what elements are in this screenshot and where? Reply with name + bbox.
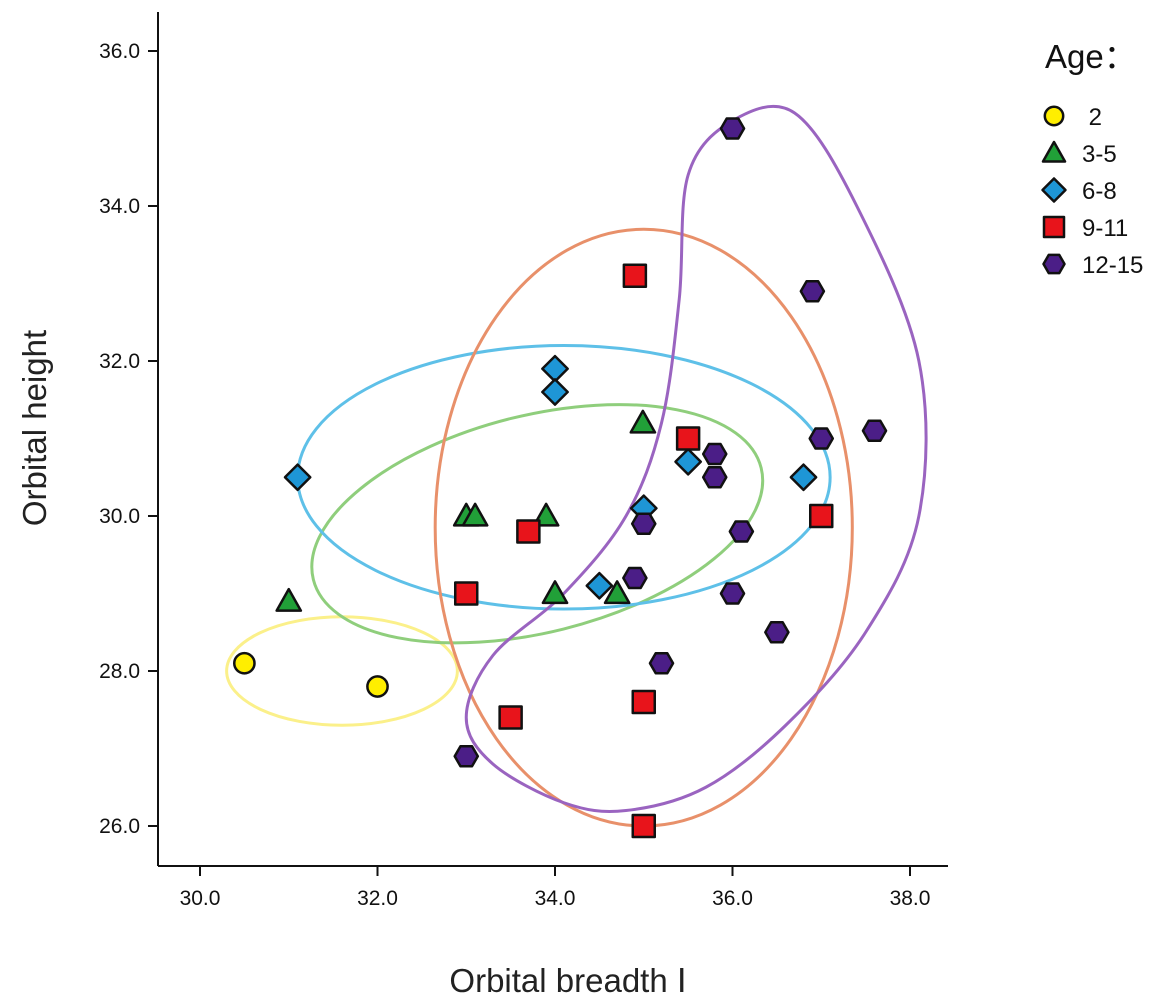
y-tick-label: 32.0 bbox=[99, 350, 140, 373]
point-square-9-11 bbox=[631, 689, 656, 715]
region-ellipse-3-5 bbox=[310, 403, 765, 645]
y-tick-label: 34.0 bbox=[99, 195, 140, 218]
y-tick-label: 30.0 bbox=[99, 505, 140, 528]
x-axis-title: Orbital breadth Ⅰ bbox=[449, 962, 686, 999]
y-axis-title: Orbital height bbox=[16, 330, 53, 526]
legend-label-2: 2 bbox=[1082, 104, 1102, 131]
point-hexagon-12-15 bbox=[764, 620, 790, 644]
y-tick-label: 36.0 bbox=[99, 40, 140, 63]
point-hexagon-12-15 bbox=[630, 512, 657, 536]
point-square-9-11 bbox=[631, 813, 656, 839]
point-hexagon-12-15 bbox=[719, 117, 746, 140]
region-outline-12-15 bbox=[464, 104, 928, 813]
legend-marker-square bbox=[1042, 215, 1066, 239]
legend-label-12-15: 12-15 bbox=[1082, 252, 1143, 279]
legend: Age： 2 3-5 6-8 9-11 12-15 bbox=[1041, 38, 1143, 279]
legend-marker-hexagon bbox=[1042, 253, 1066, 275]
ticks: 30.0 32.0 34.0 36.0 38.0 26.0 28.0 30.0 32.0 34.0… bbox=[99, 40, 930, 910]
point-diamond-6-8 bbox=[541, 378, 569, 406]
legend-title: Age： bbox=[1045, 38, 1137, 75]
point-diamond-6-8 bbox=[674, 447, 703, 476]
point-square-9-11 bbox=[809, 503, 834, 529]
legend-label-9-11: 9-11 bbox=[1082, 215, 1128, 242]
data-points bbox=[233, 117, 888, 839]
point-triangle-3-5 bbox=[275, 587, 303, 612]
point-square-9-11 bbox=[454, 581, 479, 606]
point-triangle-3-5 bbox=[461, 502, 489, 527]
point-hexagon-12-15 bbox=[799, 279, 826, 303]
point-hexagon-12-15 bbox=[648, 651, 675, 675]
point-circle-2 bbox=[233, 651, 256, 675]
region-ellipse-2 bbox=[225, 615, 459, 727]
axes bbox=[157, 12, 948, 867]
legend-marker-triangle bbox=[1041, 140, 1067, 163]
y-tick-label: 28.0 bbox=[99, 660, 140, 683]
point-diamond-6-8 bbox=[283, 463, 312, 492]
y-tick-label: 26.0 bbox=[99, 815, 140, 838]
x-tick-label: 32.0 bbox=[357, 887, 398, 910]
point-triangle-3-5 bbox=[629, 409, 657, 434]
x-tick-label: 36.0 bbox=[712, 887, 753, 910]
point-square-9-11 bbox=[498, 705, 523, 730]
point-hexagon-12-15 bbox=[728, 520, 755, 543]
legend-label-6-8: 6-8 bbox=[1082, 178, 1117, 205]
x-tick-label: 30.0 bbox=[180, 887, 221, 910]
point-diamond-6-8 bbox=[541, 354, 569, 383]
cluster-regions bbox=[225, 104, 928, 828]
point-square-9-11 bbox=[516, 519, 541, 544]
x-tick-label: 38.0 bbox=[890, 887, 931, 910]
point-hexagon-12-15 bbox=[701, 442, 728, 466]
legend-marker-diamond bbox=[1041, 177, 1067, 203]
point-diamond-6-8 bbox=[585, 571, 614, 600]
legend-marker-circle bbox=[1043, 105, 1065, 127]
point-hexagon-12-15 bbox=[453, 744, 480, 768]
legend-label-3-5: 3-5 bbox=[1082, 141, 1117, 168]
point-square-9-11 bbox=[675, 426, 701, 451]
point-triangle-3-5 bbox=[541, 580, 569, 605]
x-tick-label: 34.0 bbox=[535, 887, 576, 910]
point-triangle-3-5 bbox=[603, 580, 631, 605]
point-hexagon-12-15 bbox=[719, 582, 746, 605]
point-hexagon-12-15 bbox=[701, 465, 728, 489]
point-hexagon-12-15 bbox=[622, 566, 648, 590]
point-hexagon-12-15 bbox=[861, 419, 888, 443]
point-circle-2 bbox=[366, 675, 389, 698]
point-diamond-6-8 bbox=[789, 463, 818, 492]
point-square-9-11 bbox=[622, 263, 648, 288]
point-hexagon-12-15 bbox=[808, 427, 835, 450]
